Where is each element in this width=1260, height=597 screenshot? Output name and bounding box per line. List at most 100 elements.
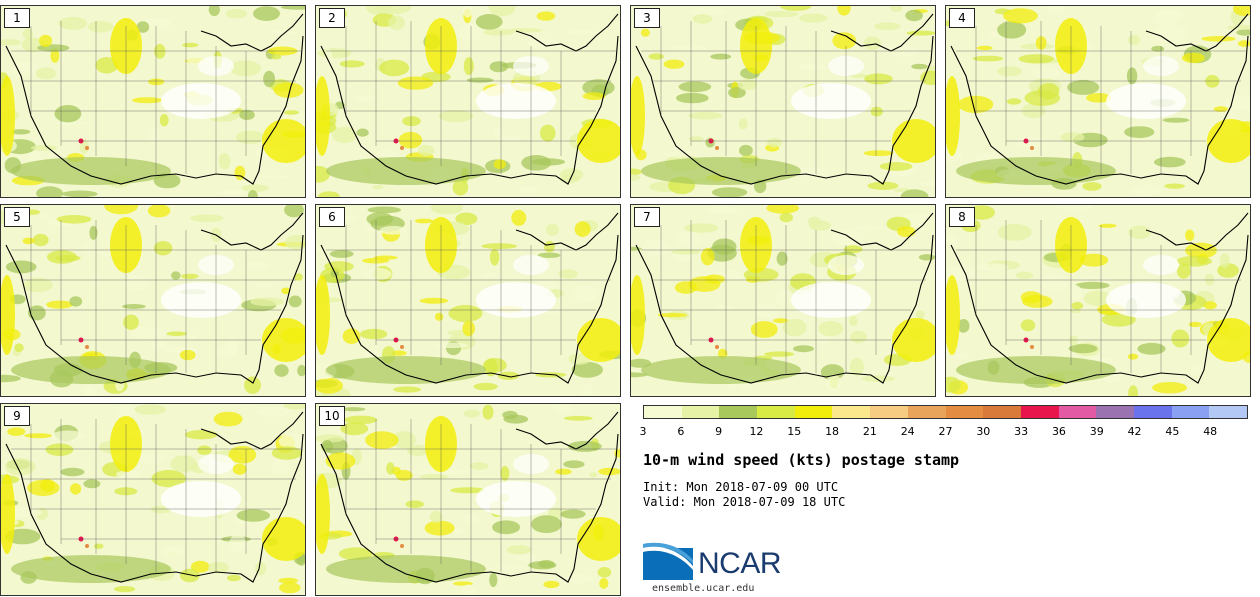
colorbar-bin bbox=[794, 406, 833, 418]
wind-field-patch bbox=[957, 319, 970, 333]
wind-field-patch bbox=[243, 261, 270, 270]
wind-field-patch bbox=[365, 431, 399, 449]
wind-field-patch bbox=[208, 6, 220, 17]
wind-field-patch bbox=[218, 153, 231, 170]
wind-field-patch bbox=[190, 560, 210, 573]
wind-field-patch bbox=[45, 443, 74, 456]
wind-field-patch bbox=[568, 440, 602, 452]
wind-field-patch bbox=[316, 76, 330, 156]
wind-field-patch bbox=[890, 6, 903, 13]
wind-field-patch bbox=[400, 146, 404, 150]
wind-field-patch bbox=[40, 479, 55, 492]
wind-field-patch bbox=[688, 136, 704, 142]
wind-field-patch bbox=[641, 356, 801, 384]
valid-time: Valid: Mon 2018-07-09 18 UTC bbox=[643, 495, 846, 509]
wind-field-patch bbox=[226, 574, 241, 582]
wind-field-patch bbox=[1021, 103, 1046, 119]
wind-field-patch bbox=[235, 130, 265, 144]
wind-field-patch bbox=[692, 14, 713, 24]
wind-field-patch bbox=[338, 547, 373, 561]
wind-field-patch bbox=[60, 467, 85, 477]
wind-field-patch bbox=[678, 81, 712, 93]
coastline bbox=[5, 433, 304, 583]
wind-field-patch bbox=[1045, 6, 1065, 14]
wind-field-patch bbox=[54, 105, 82, 123]
wind-field-patch bbox=[684, 223, 719, 233]
wind-field-patch bbox=[545, 223, 559, 236]
wind-field-patch bbox=[648, 53, 664, 60]
wind-field-patch bbox=[631, 275, 645, 355]
wind-field-patch bbox=[779, 212, 793, 223]
wind-field-patch bbox=[1203, 301, 1217, 310]
wind-field-patch bbox=[58, 16, 88, 30]
colorbar-bin bbox=[681, 406, 720, 418]
wind-field-patch bbox=[115, 405, 137, 417]
wind-field-patch bbox=[461, 513, 480, 523]
wind-field-patch bbox=[475, 14, 503, 30]
colorbar-tick-labels: 3 6 9 12 15 18 21 24 27 30 33 36 39 42 45 48 bbox=[640, 425, 1248, 439]
wind-field-patch bbox=[344, 214, 359, 222]
wind-field-patch bbox=[142, 17, 172, 30]
wind-field-patch bbox=[393, 386, 422, 393]
wind-speed-map bbox=[631, 205, 935, 396]
wind-field-patch bbox=[589, 472, 598, 478]
wind-field-patch bbox=[362, 257, 390, 264]
wind-field-patch bbox=[1078, 275, 1111, 284]
wind-field-patch bbox=[843, 245, 863, 254]
wind-field-patch bbox=[271, 458, 289, 474]
wind-field-patch bbox=[95, 57, 118, 74]
wind-field-patch bbox=[837, 6, 851, 16]
wind-field-patch bbox=[1137, 342, 1166, 355]
colorbar-bin bbox=[757, 406, 795, 418]
wind-field-patch bbox=[492, 127, 503, 137]
wind-field-patch bbox=[1185, 242, 1217, 259]
wind-field-patch bbox=[1069, 308, 1081, 314]
wind-field-patch bbox=[294, 273, 303, 281]
wind-field-patch bbox=[597, 567, 612, 578]
stamp-number-label: 1 bbox=[4, 8, 30, 28]
wind-field-patch bbox=[151, 470, 186, 488]
wind-field-patch bbox=[455, 212, 478, 226]
wind-field-patch bbox=[463, 57, 474, 76]
wind-field-patch bbox=[6, 507, 42, 518]
wind-field-patch bbox=[260, 174, 288, 179]
wind-field-patch bbox=[715, 305, 735, 310]
wind-field-patch bbox=[476, 83, 556, 119]
wind-field-patch bbox=[400, 544, 404, 548]
wind-field-patch bbox=[273, 82, 304, 98]
wind-field-patch bbox=[7, 427, 26, 436]
wind-field-patch bbox=[739, 144, 753, 157]
wind-field-patch bbox=[318, 191, 340, 197]
wind-field-patch bbox=[773, 318, 789, 324]
wind-field-patch bbox=[326, 356, 486, 384]
wind-field-patch bbox=[83, 479, 101, 489]
postage-stamp-map: 7 bbox=[630, 204, 936, 397]
wind-field-patch bbox=[1188, 321, 1202, 328]
wind-field-patch bbox=[161, 481, 241, 517]
wind-field-patch bbox=[671, 45, 707, 52]
stamp-number-label: 7 bbox=[634, 207, 660, 227]
wind-field-patch bbox=[483, 29, 514, 36]
wind-field-patch bbox=[367, 206, 402, 214]
wind-field-patch bbox=[154, 44, 166, 59]
colorbar-tick-label: 33 bbox=[1014, 425, 1029, 438]
wind-field-patch bbox=[1030, 146, 1034, 150]
wind-field-patch bbox=[526, 39, 563, 49]
wind-field-patch bbox=[161, 546, 185, 558]
wind-field-patch bbox=[919, 180, 935, 187]
wind-field-patch bbox=[332, 126, 357, 143]
wind-field-patch bbox=[386, 462, 395, 475]
wind-field-patch bbox=[46, 300, 73, 309]
wind-field-patch bbox=[340, 422, 369, 436]
wind-field-patch bbox=[228, 446, 257, 464]
wind-field-patch bbox=[560, 168, 584, 181]
stamp-number-label: 10 bbox=[319, 406, 345, 426]
wind-field-patch bbox=[500, 466, 510, 481]
wind-field-patch bbox=[920, 70, 935, 86]
wind-field-patch bbox=[493, 159, 506, 170]
wind-field-patch bbox=[414, 218, 434, 224]
wind-field-patch bbox=[489, 572, 498, 588]
wind-field-patch bbox=[250, 297, 284, 307]
wind-field-patch bbox=[420, 473, 449, 480]
wind-field-patch bbox=[466, 77, 494, 83]
